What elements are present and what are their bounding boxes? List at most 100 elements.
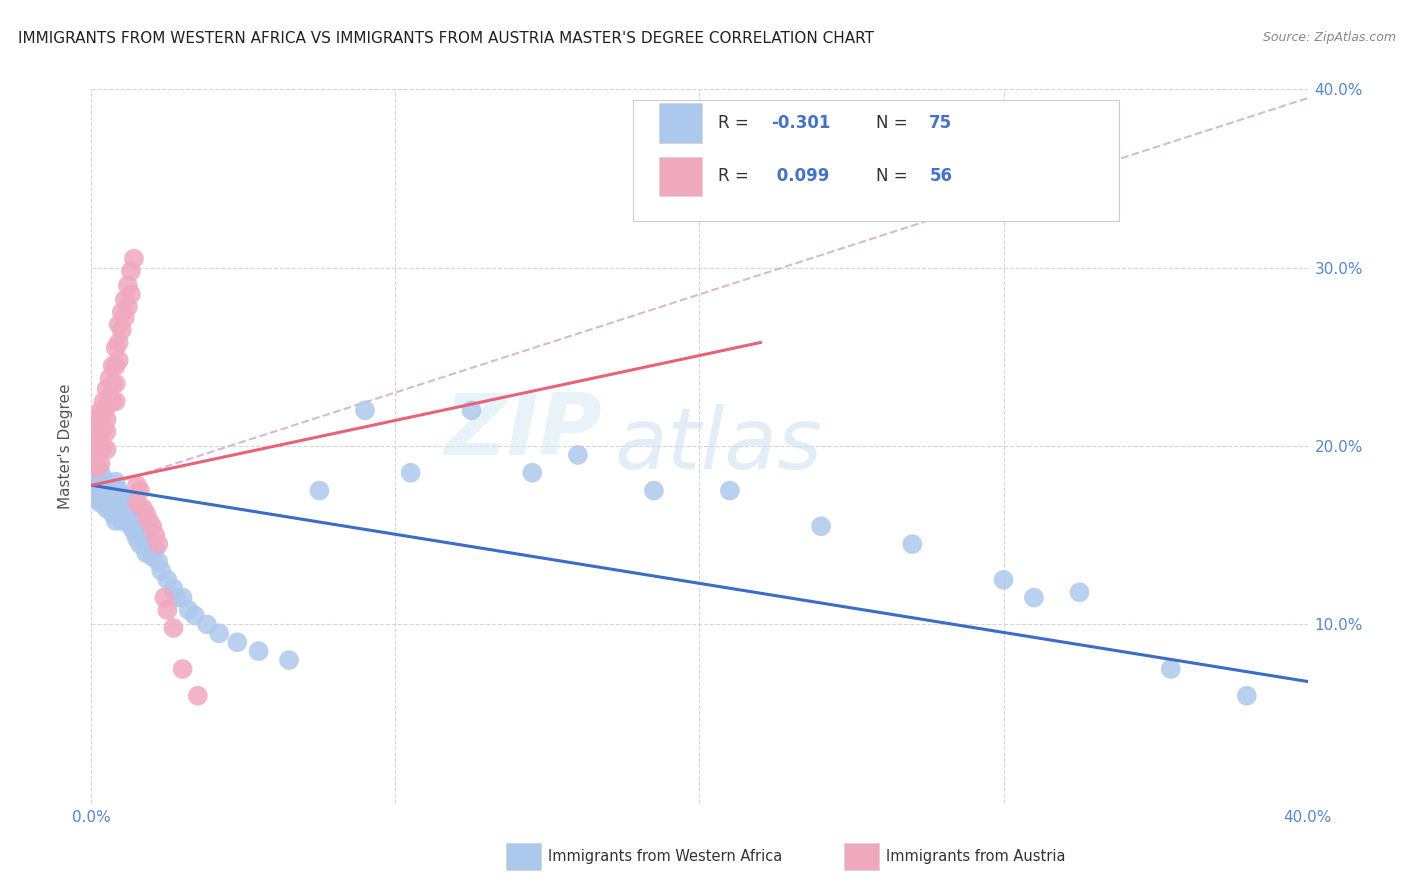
Point	[141, 519, 163, 533]
Point	[120, 519, 142, 533]
Point	[107, 353, 129, 368]
Point	[101, 394, 124, 409]
Point	[83, 460, 105, 475]
Point	[101, 376, 124, 391]
Point	[83, 483, 105, 498]
Point	[86, 466, 108, 480]
Text: N =: N =	[876, 114, 912, 132]
Point	[89, 442, 111, 457]
Point	[89, 466, 111, 480]
Text: R =: R =	[717, 114, 754, 132]
Text: ZIP: ZIP	[444, 390, 602, 474]
Point	[104, 514, 127, 528]
Point	[132, 501, 155, 516]
Point	[125, 478, 148, 492]
Point	[125, 496, 148, 510]
Point	[117, 300, 139, 314]
Point	[93, 407, 115, 421]
Point	[1069, 585, 1091, 599]
Point	[143, 542, 166, 557]
Point	[89, 478, 111, 492]
Point	[460, 403, 482, 417]
Point	[150, 564, 173, 578]
Point	[184, 608, 207, 623]
Point	[135, 546, 157, 560]
Y-axis label: Master's Degree: Master's Degree	[58, 384, 73, 508]
Text: Source: ZipAtlas.com: Source: ZipAtlas.com	[1263, 31, 1396, 45]
Point	[132, 524, 155, 539]
Point	[114, 310, 136, 325]
Point	[567, 448, 589, 462]
Point	[104, 489, 127, 503]
Point	[98, 371, 121, 385]
Point	[195, 617, 218, 632]
Point	[98, 496, 121, 510]
Point	[1160, 662, 1182, 676]
Point	[162, 621, 184, 635]
Point	[96, 400, 118, 414]
Point	[308, 483, 330, 498]
Point	[120, 287, 142, 301]
Point	[162, 582, 184, 596]
Point	[148, 537, 170, 551]
Point	[135, 507, 157, 521]
Point	[522, 466, 544, 480]
Point	[156, 573, 179, 587]
Point	[98, 389, 121, 403]
Point	[129, 537, 152, 551]
Bar	[659, 103, 702, 143]
Point	[120, 501, 142, 516]
Point	[98, 483, 121, 498]
Text: Immigrants from Austria: Immigrants from Austria	[886, 849, 1066, 863]
Point	[104, 475, 127, 489]
Point	[122, 252, 145, 266]
Point	[111, 489, 134, 503]
Bar	[659, 157, 702, 196]
Point	[1022, 591, 1045, 605]
Point	[89, 457, 111, 471]
Point	[399, 466, 422, 480]
Point	[93, 439, 115, 453]
Point	[104, 376, 127, 391]
Point	[122, 524, 145, 539]
Point	[172, 662, 194, 676]
Point	[156, 603, 179, 617]
Point	[172, 591, 194, 605]
Point	[86, 460, 108, 475]
Point	[138, 537, 160, 551]
Point	[107, 496, 129, 510]
Point	[104, 501, 127, 516]
Point	[208, 626, 231, 640]
Point	[135, 532, 157, 546]
Point	[993, 573, 1015, 587]
Point	[129, 483, 152, 498]
Point	[643, 483, 665, 498]
Point	[114, 492, 136, 507]
Point	[96, 501, 118, 516]
Point	[354, 403, 377, 417]
Point	[96, 478, 118, 492]
Text: Immigrants from Western Africa: Immigrants from Western Africa	[548, 849, 783, 863]
Point	[810, 519, 832, 533]
Point	[153, 591, 176, 605]
Point	[101, 507, 124, 521]
Point	[125, 514, 148, 528]
Point	[278, 653, 301, 667]
Point	[86, 483, 108, 498]
Point	[101, 492, 124, 507]
Point	[177, 603, 200, 617]
Point	[107, 483, 129, 498]
Point	[93, 483, 115, 498]
Point	[89, 403, 111, 417]
Point	[107, 318, 129, 332]
Point	[166, 591, 188, 605]
Point	[96, 425, 118, 439]
Point	[138, 514, 160, 528]
Point	[104, 341, 127, 355]
Point	[718, 483, 741, 498]
Point	[86, 430, 108, 444]
Point	[93, 394, 115, 409]
Point	[89, 496, 111, 510]
Point	[101, 478, 124, 492]
Point	[101, 359, 124, 373]
